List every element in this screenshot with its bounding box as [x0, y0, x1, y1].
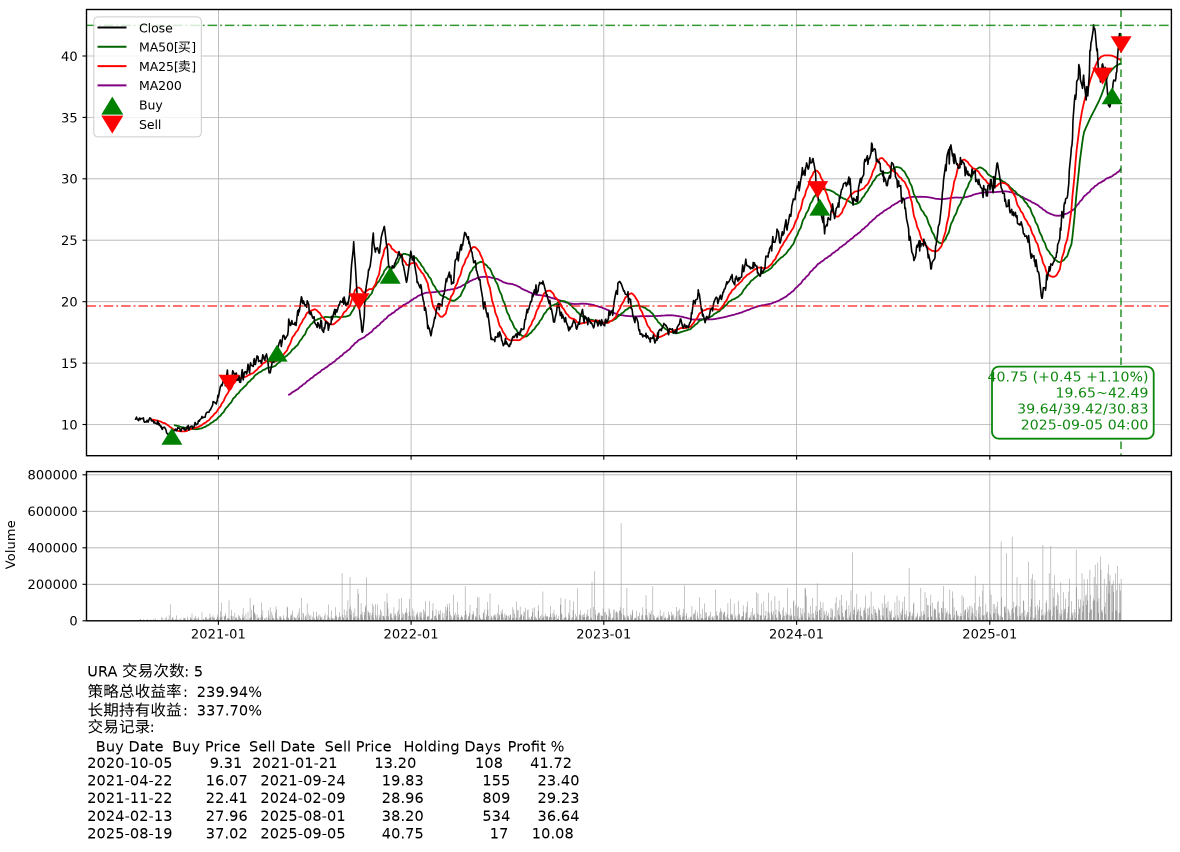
- svg-text:22.41: 22.41: [206, 790, 248, 807]
- svg-text:800000: 800000: [27, 469, 77, 484]
- svg-text:2025-08-01: 2025-08-01: [260, 808, 345, 825]
- svg-text:19.83: 19.83: [382, 772, 424, 789]
- svg-text:2025-08-19: 2025-08-19: [87, 825, 172, 842]
- svg-text::: :: [183, 703, 188, 720]
- svg-text:39.64/39.42/30.83: 39.64/39.42/30.83: [1017, 401, 1148, 417]
- svg-text:Sell Price: Sell Price: [325, 738, 392, 755]
- svg-text:27.96: 27.96: [206, 808, 248, 825]
- svg-text:19.65~42.49: 19.65~42.49: [1055, 385, 1148, 401]
- svg-text:2021-01: 2021-01: [191, 628, 246, 643]
- svg-text:Holding Days: Holding Days: [404, 738, 502, 755]
- svg-text:2021-11-22: 2021-11-22: [87, 790, 172, 807]
- svg-text:155: 155: [482, 772, 510, 789]
- svg-text:40: 40: [61, 50, 78, 65]
- svg-text:534: 534: [482, 808, 510, 825]
- svg-text:28.96: 28.96: [382, 790, 424, 807]
- svg-text:37.02: 37.02: [206, 825, 248, 842]
- svg-text:2025-09-05 04:00: 2025-09-05 04:00: [1021, 417, 1149, 433]
- svg-text:40.75: 40.75: [382, 825, 424, 842]
- svg-text:MA50[: MA50[: [139, 40, 179, 55]
- svg-text:600000: 600000: [27, 505, 77, 520]
- svg-text:Buy Date: Buy Date: [96, 738, 164, 755]
- svg-text:Close: Close: [139, 20, 173, 35]
- svg-text:15: 15: [61, 357, 78, 372]
- svg-text:20: 20: [61, 296, 78, 311]
- svg-text:MA25[: MA25[: [139, 59, 179, 74]
- svg-text:2024-02-09: 2024-02-09: [260, 790, 345, 807]
- svg-text:108: 108: [475, 755, 503, 772]
- svg-text:200000: 200000: [27, 578, 77, 593]
- svg-text:Volume: Volume: [4, 520, 19, 569]
- svg-text:Profit %: Profit %: [508, 738, 565, 755]
- svg-text:: 5: : 5: [184, 663, 203, 680]
- svg-text:2021-09-24: 2021-09-24: [260, 772, 345, 789]
- svg-text:2021-04-22: 2021-04-22: [87, 772, 172, 789]
- svg-text:239.94%: 239.94%: [197, 684, 262, 701]
- svg-text:2025-09-05: 2025-09-05: [260, 825, 345, 842]
- svg-text:17: 17: [490, 825, 509, 842]
- svg-text::: :: [183, 684, 188, 701]
- svg-text:25: 25: [61, 234, 78, 249]
- svg-text:2023-01: 2023-01: [576, 628, 631, 643]
- svg-text:MA200: MA200: [139, 78, 182, 93]
- svg-text:16.07: 16.07: [206, 772, 248, 789]
- svg-text:2024-02-13: 2024-02-13: [87, 808, 172, 825]
- svg-text:Buy Price: Buy Price: [172, 738, 241, 755]
- svg-text:2022-01: 2022-01: [384, 628, 439, 643]
- svg-text:0: 0: [69, 615, 77, 630]
- svg-text:29.23: 29.23: [538, 790, 580, 807]
- svg-text:400000: 400000: [27, 542, 77, 557]
- svg-text:13.20: 13.20: [374, 755, 416, 772]
- svg-text:Sell: Sell: [139, 117, 161, 132]
- svg-text:URA: URA: [87, 663, 118, 680]
- svg-text::: :: [150, 719, 155, 736]
- svg-text:Sell Date: Sell Date: [249, 738, 315, 755]
- svg-text:35: 35: [61, 111, 78, 126]
- svg-text:Buy: Buy: [139, 98, 163, 113]
- svg-text:9.31: 9.31: [210, 755, 243, 772]
- svg-text:337.70%: 337.70%: [197, 703, 262, 720]
- svg-text:10: 10: [61, 418, 78, 433]
- svg-text:38.20: 38.20: [382, 808, 424, 825]
- svg-text:2024-01: 2024-01: [769, 628, 824, 643]
- svg-text:23.40: 23.40: [538, 772, 580, 789]
- svg-text:30: 30: [61, 173, 78, 188]
- svg-text:2021-01-21: 2021-01-21: [252, 755, 337, 772]
- svg-text:40.75 (+0.45 +1.10%): 40.75 (+0.45 +1.10%): [987, 369, 1148, 385]
- svg-text:2020-10-05: 2020-10-05: [87, 755, 172, 772]
- svg-text:2025-01: 2025-01: [962, 628, 1017, 643]
- svg-text:]: ]: [191, 59, 196, 74]
- svg-text:36.64: 36.64: [538, 808, 580, 825]
- svg-text:809: 809: [482, 790, 510, 807]
- svg-text:10.08: 10.08: [532, 825, 574, 842]
- svg-text:41.72: 41.72: [530, 755, 572, 772]
- svg-text:]: ]: [191, 40, 196, 55]
